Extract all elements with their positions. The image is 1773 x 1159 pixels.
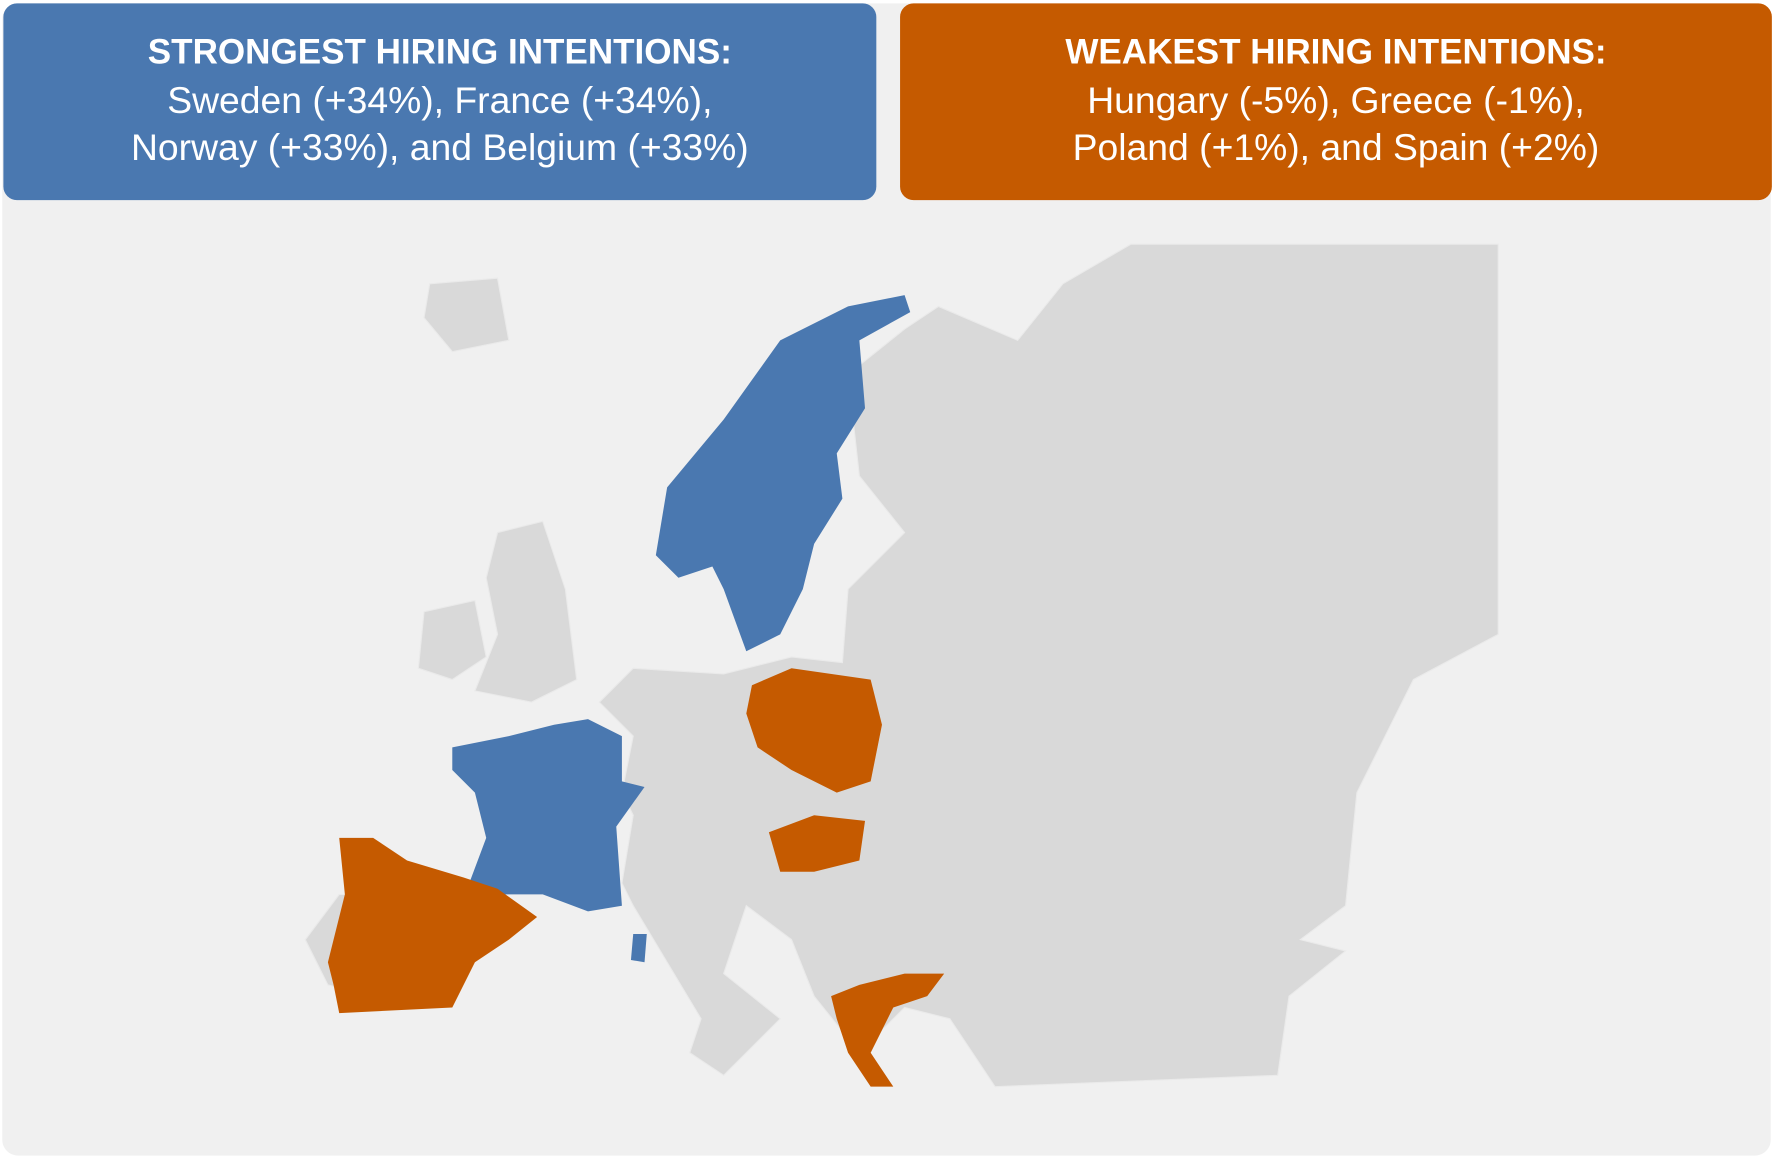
panel-box <box>900 3 1772 201</box>
france-belgium <box>452 719 645 912</box>
greece <box>831 973 945 1087</box>
panel-title: STRONGEST HIRING INTENTIONS: <box>148 33 732 72</box>
panel-title: WEAKEST HIRING INTENTIONS: <box>1065 33 1606 72</box>
great-britain <box>474 520 578 703</box>
poland <box>746 668 882 793</box>
panel-line: Poland (+1%), and Spain (+2%) <box>1073 126 1600 168</box>
panel-line: Norway (+33%), and Belgium (+33%) <box>131 126 749 168</box>
map <box>304 243 1499 1088</box>
panel-line: Sweden (+34%), France (+34%), <box>167 79 712 121</box>
hungary <box>768 815 866 872</box>
corsica <box>630 933 647 963</box>
panel-box <box>3 3 877 201</box>
panels: STRONGEST HIRING INTENTIONS: Sweden (+34%… <box>3 3 1772 201</box>
spain <box>327 837 538 1014</box>
ireland <box>417 599 487 681</box>
iceland <box>423 277 510 353</box>
panel-line: Hungary (-5%), Greece (-1%), <box>1087 79 1584 121</box>
europe-landmass <box>598 243 1499 1088</box>
norway-sweden <box>655 295 911 652</box>
